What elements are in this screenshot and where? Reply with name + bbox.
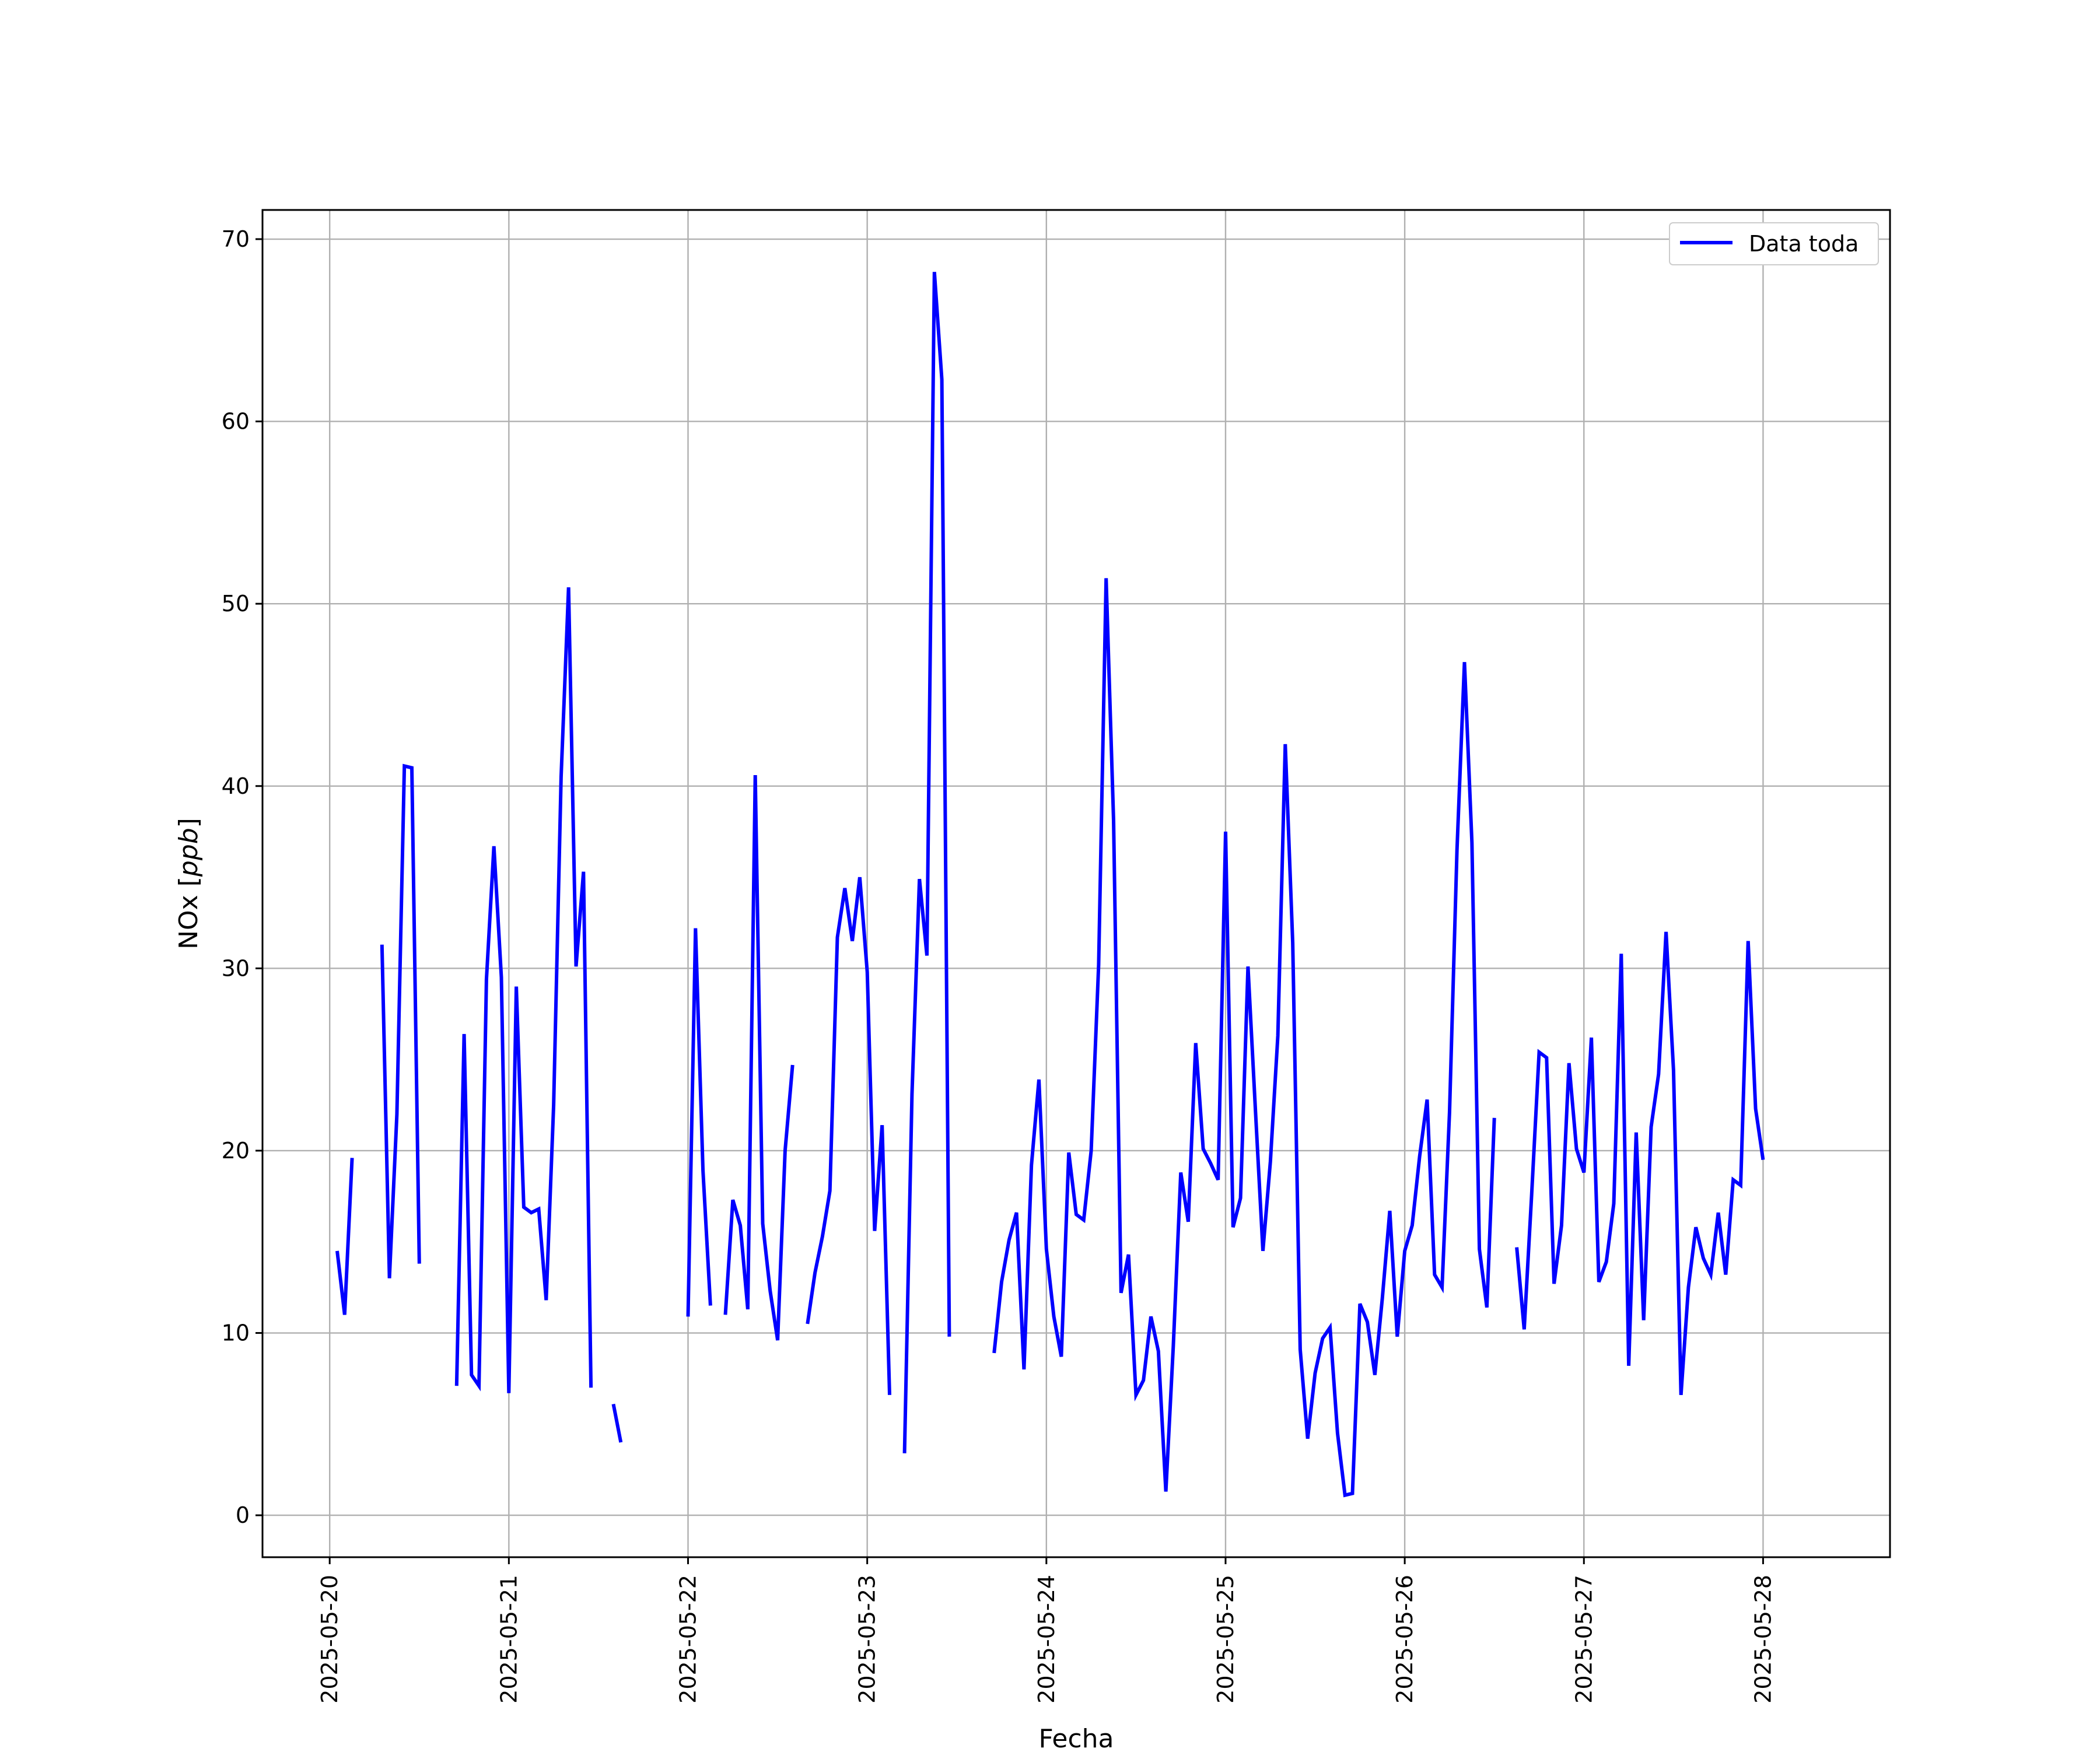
x-tick-label: 2025-05-25 xyxy=(1213,1575,1238,1704)
y-axis-label-unit: ppb xyxy=(174,828,204,877)
legend-box xyxy=(1669,222,1879,265)
x-axis-label: Fecha xyxy=(1038,1724,1114,1750)
plot-frame xyxy=(261,209,1891,1558)
x-tick-label: 2025-05-23 xyxy=(855,1575,880,1704)
series-line-segment xyxy=(686,928,712,1317)
y-tick-label: 70 xyxy=(222,226,250,252)
series-line-segment xyxy=(806,877,891,1395)
series-line-segment xyxy=(902,272,951,1453)
y-axis-label-unit-close: ] xyxy=(174,818,204,828)
series-line-segment xyxy=(611,1403,623,1443)
x-tick-label: 2025-05-22 xyxy=(675,1575,701,1704)
x-tick-label: 2025-05-24 xyxy=(1034,1575,1059,1704)
x-tick-label: 2025-05-27 xyxy=(1571,1575,1597,1704)
x-tick-label: 2025-05-21 xyxy=(496,1575,522,1704)
x-tick-label: 2025-05-28 xyxy=(1750,1575,1776,1704)
legend-label-data-toda: Data toda xyxy=(1749,231,1859,257)
y-tick-label: 20 xyxy=(222,1138,250,1164)
series-line-segment xyxy=(992,578,1496,1498)
y-tick-label: 40 xyxy=(222,773,250,799)
legend: Data toda xyxy=(1669,222,1879,265)
series-line-segment xyxy=(335,1158,354,1315)
y-tick-label: 30 xyxy=(222,955,250,981)
y-axis-label: NOx [ppb] xyxy=(174,818,204,949)
y-tick-label: 10 xyxy=(222,1320,250,1346)
x-tick-label: 2025-05-20 xyxy=(317,1575,342,1704)
y-axis-label-unit-open: [ xyxy=(174,877,204,895)
y-tick-label: 0 xyxy=(236,1502,250,1528)
series-layer xyxy=(335,272,1765,1498)
series-line-segment xyxy=(723,775,794,1341)
series-line-segment xyxy=(380,763,421,1278)
tick-layer: 0 10 20 30 40 50 60 70 2025-05-20 2025-05-21 2025-… xyxy=(222,226,1776,1704)
y-tick-label: 60 xyxy=(222,409,250,435)
series-line-segment xyxy=(454,587,593,1393)
y-tick-label: 50 xyxy=(222,591,250,616)
series-line-segment xyxy=(1515,931,1765,1396)
y-axis-label-text: NOx xyxy=(174,895,204,949)
x-tick-label: 2025-05-26 xyxy=(1392,1575,1418,1704)
